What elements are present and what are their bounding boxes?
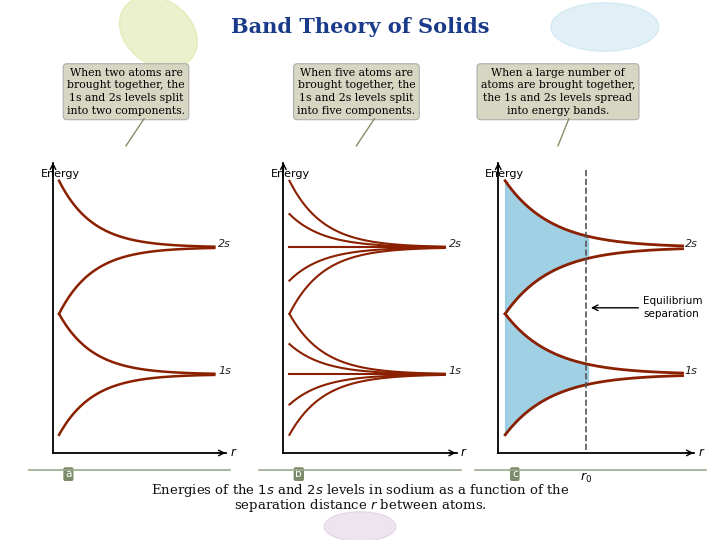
Text: c: c (512, 469, 518, 479)
Ellipse shape (120, 0, 197, 69)
Text: Energy: Energy (41, 168, 80, 179)
Text: Energies of the $1s$ and $2s$ levels in sodium as a function of the: Energies of the $1s$ and $2s$ levels in … (150, 482, 570, 499)
Text: When two atoms are
brought together, the
1s and 2s levels split
into two compone: When two atoms are brought together, the… (67, 68, 185, 116)
Text: r: r (461, 446, 466, 459)
Text: When five atoms are
brought together, the
1s and 2s levels split
into five compo: When five atoms are brought together, th… (297, 68, 415, 116)
Ellipse shape (324, 512, 396, 540)
Text: $r_0$: $r_0$ (580, 471, 592, 485)
Text: 1s: 1s (449, 366, 462, 376)
Text: 2s: 2s (218, 239, 231, 249)
Text: 1s: 1s (218, 366, 231, 376)
Text: Band Theory of Solids: Band Theory of Solids (230, 17, 490, 37)
Text: Energy: Energy (271, 168, 310, 179)
Text: 1s: 1s (685, 366, 698, 376)
Text: Equilibrium
separation: Equilibrium separation (644, 296, 703, 319)
Ellipse shape (551, 3, 659, 51)
Text: r: r (698, 446, 703, 459)
Text: 2s: 2s (685, 239, 698, 249)
Text: r: r (230, 446, 235, 459)
Text: a: a (66, 469, 71, 479)
Text: 2s: 2s (449, 239, 462, 249)
Text: When a large number of
atoms are brought together,
the 1s and 2s levels spread
i: When a large number of atoms are brought… (481, 68, 635, 116)
Text: separation distance $r$ between atoms.: separation distance $r$ between atoms. (233, 497, 487, 514)
Text: b: b (295, 469, 302, 479)
Text: Energy: Energy (485, 168, 523, 179)
